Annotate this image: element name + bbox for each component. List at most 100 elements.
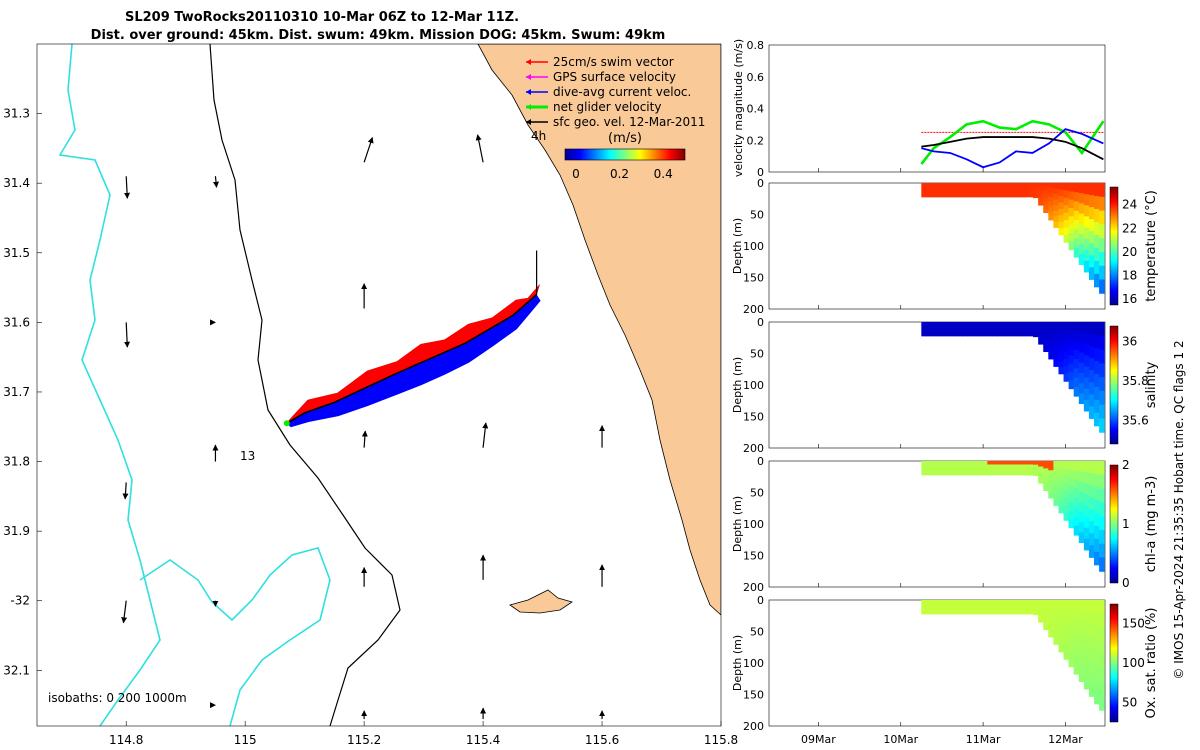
section-cell <box>1048 196 1054 202</box>
section-cell <box>921 186 927 189</box>
section-cell <box>1043 468 1049 473</box>
section-cell <box>1094 386 1100 401</box>
section-cell <box>1017 462 1024 465</box>
section-cell <box>1063 498 1070 506</box>
section-cell <box>931 467 938 471</box>
section-cell <box>987 189 993 193</box>
section-cell <box>946 600 953 603</box>
section-cell <box>1017 600 1024 603</box>
section-cell <box>1038 616 1044 620</box>
section-cell <box>931 610 938 613</box>
section-cell <box>997 195 1004 198</box>
section-cell <box>926 191 933 194</box>
geostrophic-vectors <box>121 134 606 720</box>
section-cell <box>946 601 953 604</box>
section-cell <box>1063 600 1070 608</box>
section-cell <box>956 191 963 194</box>
section-cell <box>1058 228 1065 236</box>
section-cell <box>1007 334 1014 337</box>
section-cell <box>961 183 968 186</box>
section-cell <box>997 330 1004 333</box>
section-cell <box>1053 461 1059 468</box>
section-cell <box>936 186 943 189</box>
section-cell <box>1017 325 1024 328</box>
velocity-ytick-label: 0 <box>757 166 764 179</box>
section-cell <box>1058 467 1065 475</box>
section-cell <box>972 189 978 193</box>
section-cell <box>1038 202 1044 206</box>
section-cell <box>1068 183 1075 192</box>
section-cell <box>992 606 999 610</box>
section-cell <box>946 328 953 332</box>
section-cell <box>1068 625 1075 634</box>
legend-label: sfc geo. vel. 12-Mar-2011 <box>553 115 705 129</box>
section-cell <box>1063 505 1070 514</box>
section-cell <box>992 328 999 332</box>
section-cell <box>992 322 999 325</box>
section-cell <box>1078 233 1085 245</box>
map-ytick-label: 31.3 <box>3 107 30 121</box>
section-cell <box>921 195 927 198</box>
section-cell <box>997 183 1004 186</box>
section-cell <box>1043 336 1049 341</box>
section-cell <box>1068 330 1075 340</box>
section-cell <box>961 462 968 465</box>
section-cell <box>987 466 993 469</box>
section-cell <box>1007 462 1014 465</box>
section-cell <box>1058 480 1065 488</box>
section-cell <box>1058 183 1065 190</box>
section-cell <box>987 195 993 198</box>
glider-track <box>286 293 538 424</box>
velocity-series-line <box>920 119 1105 165</box>
section-cell <box>961 466 968 469</box>
section-cell <box>1048 192 1054 198</box>
section-cell <box>1012 183 1019 186</box>
section-cell <box>1048 335 1054 341</box>
section-cell <box>1033 332 1039 336</box>
section-cell <box>987 467 993 471</box>
section-cell <box>1048 331 1054 337</box>
section-cell <box>1063 197 1070 206</box>
section-cell <box>972 188 978 191</box>
section-cell <box>1099 322 1105 337</box>
section-cell <box>1068 208 1075 217</box>
isobath-legend: isobaths: 0 200 1000m <box>48 691 187 705</box>
section-cell <box>941 608 948 611</box>
section-cell <box>967 325 973 328</box>
section-cell <box>1038 324 1044 329</box>
section-cell <box>1022 600 1029 603</box>
section-cell <box>961 322 968 325</box>
section-cell <box>926 467 933 471</box>
map-xtick-label: 115.6 <box>585 733 619 747</box>
section-cell <box>961 191 968 194</box>
velocity-panel: 0 0.2 0.4 0.6 0.8 velocity magnitude (m/s) <box>732 39 1106 179</box>
section-cell <box>1012 600 1019 603</box>
section-cell <box>1068 338 1075 348</box>
section-cell <box>1073 664 1080 675</box>
section-cell <box>921 330 927 333</box>
section-cell <box>1028 334 1034 337</box>
section-cell <box>997 334 1004 337</box>
section-cell <box>1033 186 1039 189</box>
section-cell <box>1017 603 1024 606</box>
section-cell <box>1099 377 1105 392</box>
section-cell <box>1017 334 1024 337</box>
section-cell <box>1048 479 1054 485</box>
section-cell <box>972 606 978 610</box>
section-cell <box>1002 332 1009 335</box>
section-cell <box>961 330 968 333</box>
section-cell <box>961 188 968 191</box>
section-ytick-label: 150 <box>743 689 764 702</box>
section-cell <box>941 195 948 198</box>
section-cell <box>921 473 927 476</box>
section-cell <box>956 325 963 328</box>
section-cell <box>1007 332 1014 335</box>
section-cell <box>1083 366 1090 379</box>
section-cell <box>1017 189 1024 193</box>
section-cell <box>961 467 968 471</box>
section-cell <box>951 188 958 191</box>
section-cell <box>936 183 943 186</box>
section-cell <box>1017 469 1024 472</box>
section-cell <box>987 461 993 464</box>
section-cell <box>1063 183 1070 191</box>
